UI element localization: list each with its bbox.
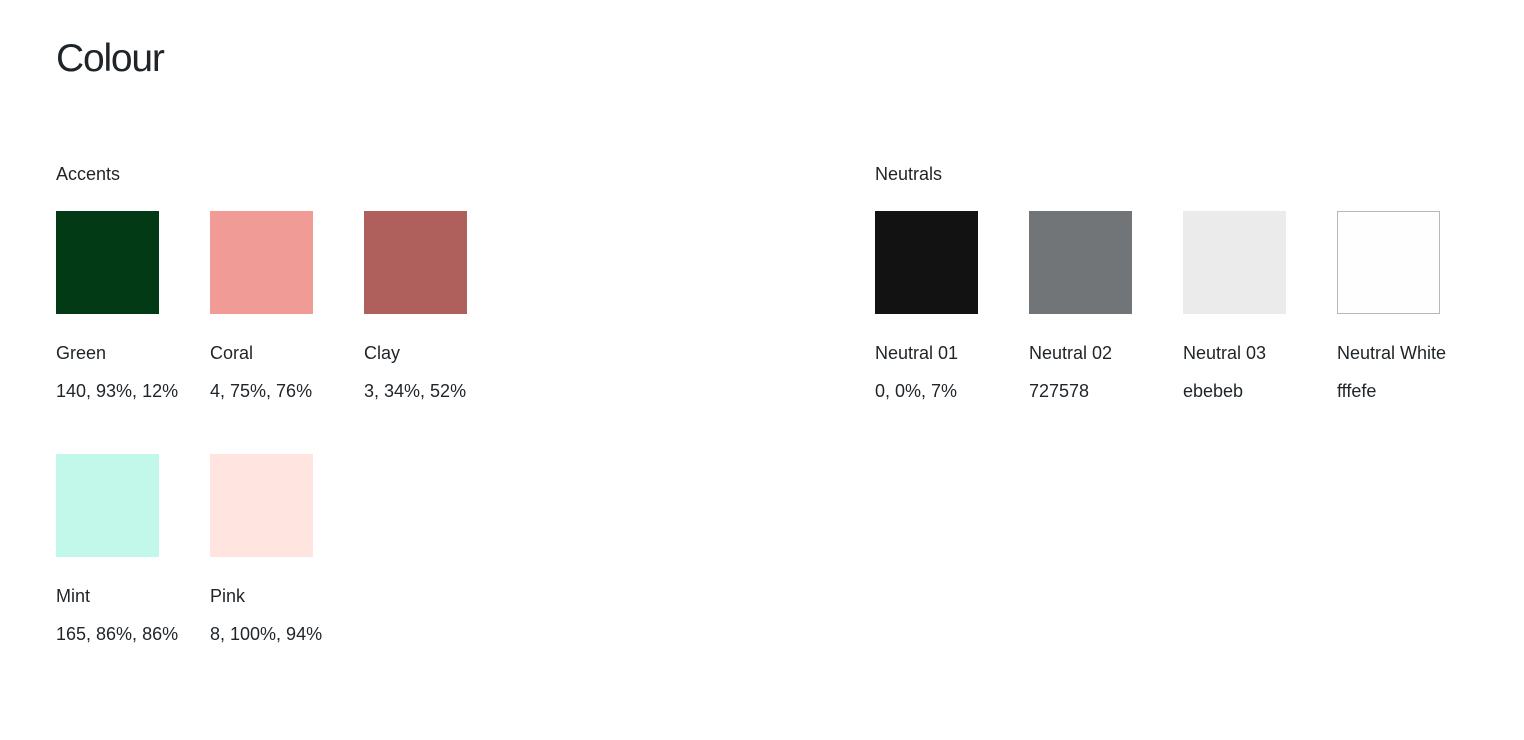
neutrals-group: Neutrals Neutral 01 0, 0%, 7% Neutral 02… [875,160,1495,414]
swatch-neutral-03-value: ebebeb [1183,381,1244,401]
swatch-clay-chip [364,211,467,314]
swatch-green-chip [56,211,159,314]
swatch-neutral-white-name: Neutral White [1337,343,1447,363]
swatch-clay-name: Clay [364,343,401,363]
swatch-neutral-03: Neutral 03 ebebeb [1183,211,1337,414]
swatch-neutral-02-chip [1029,211,1132,314]
swatch-mint-value: 165, 86%, 86% [56,624,179,644]
swatch-pink-chip [210,454,313,557]
accents-swatch-grid: Green 140, 93%, 12% Coral 4, 75%, 76% Cl… [56,211,556,657]
swatch-neutral-01-value: 0, 0%, 7% [875,381,958,401]
accents-title: Accents [56,164,121,184]
swatch-neutral-white-chip [1337,211,1440,314]
swatch-neutral-01: Neutral 01 0, 0%, 7% [875,211,1029,414]
swatch-coral-value: 4, 75%, 76% [210,381,313,401]
swatch-neutral-white-value: fffefe [1337,381,1377,401]
page-title: Colour [56,37,165,80]
swatch-green: Green 140, 93%, 12% [56,211,210,414]
neutrals-title: Neutrals [875,164,943,184]
swatch-clay: Clay 3, 34%, 52% [364,211,518,414]
swatch-neutral-white: Neutral White fffefe [1337,211,1491,414]
neutrals-swatch-grid: Neutral 01 0, 0%, 7% Neutral 02 727578 N… [875,211,1495,414]
swatch-green-name: Green [56,343,107,363]
swatch-mint-chip [56,454,159,557]
swatch-neutral-02: Neutral 02 727578 [1029,211,1183,414]
swatch-mint-name: Mint [56,586,91,606]
swatch-neutral-03-name: Neutral 03 [1183,343,1267,363]
swatch-neutral-01-name: Neutral 01 [875,343,959,363]
swatch-coral-name: Coral [210,343,254,363]
swatch-coral-chip [210,211,313,314]
swatch-pink-name: Pink [210,586,246,606]
swatch-neutral-03-chip [1183,211,1286,314]
accents-group: Accents Green 140, 93%, 12% Coral 4, 75%… [56,160,556,657]
swatch-mint: Mint 165, 86%, 86% [56,454,210,657]
swatch-neutral-02-value: 727578 [1029,381,1090,401]
swatch-pink-value: 8, 100%, 94% [210,624,323,644]
swatch-clay-value: 3, 34%, 52% [364,381,467,401]
swatch-green-value: 140, 93%, 12% [56,381,179,401]
swatch-neutral-01-chip [875,211,978,314]
swatch-pink: Pink 8, 100%, 94% [210,454,364,657]
swatch-neutral-02-name: Neutral 02 [1029,343,1113,363]
swatch-coral: Coral 4, 75%, 76% [210,211,364,414]
